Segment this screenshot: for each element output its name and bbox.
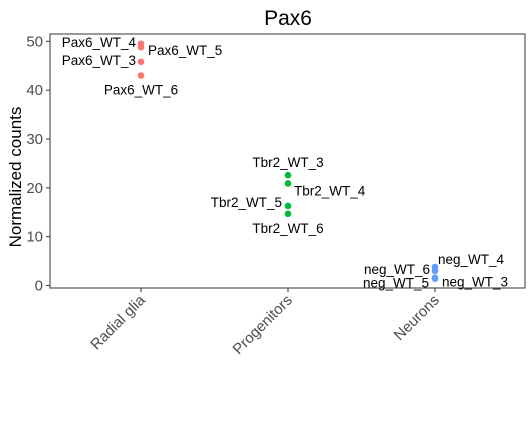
point-tbr2-wt-5 [284,202,292,210]
chart-title: Pax6 [264,7,312,30]
point-pax6-wt-5 [137,43,145,51]
y-tick-label-0: 0 [35,278,43,295]
point-label-neg-wt-3: neg_WT_3 [442,275,508,290]
point-label-tbr2-wt-6: Tbr2_WT_6 [252,221,323,236]
point-labels: Pax6_WT_4 Pax6_WT_5 Pax6_WT_3 Pax6_WT_6 Tbr2… [62,35,508,291]
point-label-pax6-wt-4: Pax6_WT_4 [62,35,137,50]
point-pax6-wt-3 [137,58,145,66]
y-tick-label-50: 50 [26,33,43,50]
point-pax6-wt-6 [137,72,145,79]
point-tbr2-wt-4 [284,180,292,187]
x-tick-label-neurons: Neurons [391,292,443,344]
point-label-pax6-wt-5: Pax6_WT_5 [148,43,222,58]
y-tick-label-10: 10 [26,229,43,246]
y-tick-label-30: 30 [26,131,43,148]
point-label-pax6-wt-3: Pax6_WT_3 [62,53,136,68]
y-tick-label-40: 40 [26,82,43,99]
point-label-tbr2-wt-3: Tbr2_WT_3 [252,155,323,170]
point-tbr2-wt-3 [284,171,292,179]
plot-panel [49,33,526,289]
point-neg-wt-6 [431,267,439,275]
point-label-tbr2-wt-4: Tbr2_WT_4 [294,183,366,198]
point-neg-wt-3 [431,275,439,283]
x-tick-label-radial-glia: Radial glia [87,291,149,353]
y-tick-label-20: 20 [26,180,43,197]
y-axis-title: Normalized counts [6,107,25,248]
x-tick-label-progenitors: Progenitors [230,292,296,358]
point-tbr2-wt-6 [284,210,292,218]
data-points [137,40,439,283]
point-label-neg-wt-5: neg_WT_5 [363,276,429,291]
point-label-neg-wt-4: neg_WT_4 [438,252,505,267]
point-label-tbr2-wt-5: Tbr2_WT_5 [211,195,282,210]
x-axis: Radial glia Progenitors Neurons [87,288,443,358]
point-label-neg-wt-6: neg_WT_6 [364,262,430,277]
y-axis: 0 10 20 30 40 50 [26,33,50,295]
point-label-pax6-wt-6: Pax6_WT_6 [104,83,178,98]
